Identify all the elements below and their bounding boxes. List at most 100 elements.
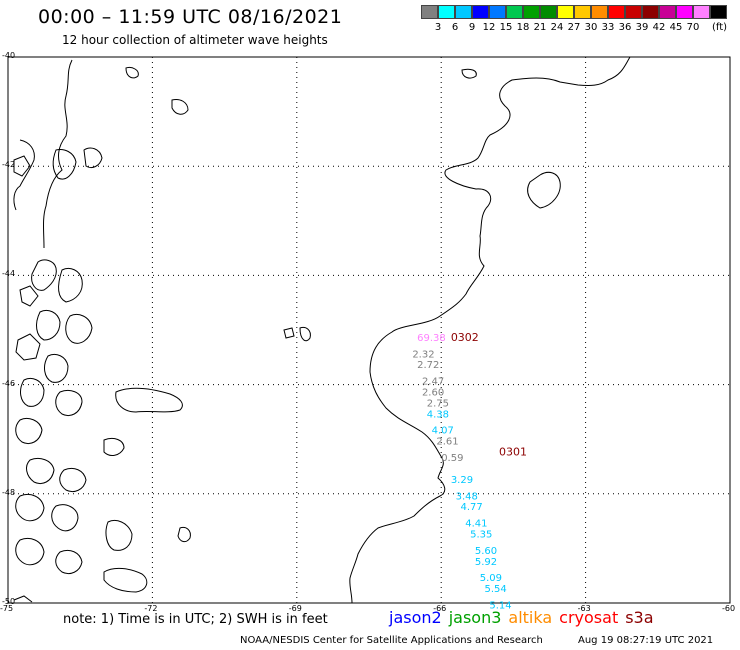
scale-label: 70 [686,22,700,33]
note-text: note: 1) Time is in UTC; 2) SWH is in fe… [63,612,328,627]
scale-swatch [659,5,676,19]
scale-unit: (ft) [712,22,728,33]
scale-label: 21 [533,22,547,33]
coastline-segment [349,56,631,604]
coastline-segment [527,171,561,209]
credit-text: NOAA/NESDIS Center for Satellite Applica… [240,635,543,646]
map-frame [7,56,731,604]
lon-tick-label: -75 [0,604,14,613]
lat-tick-label: -48 [2,487,16,497]
satellite-legend: jason2 jason3 altika cryosat s3a [389,608,661,627]
scale-label: 24 [550,22,564,33]
wave-height-label: 5.09 [480,573,502,584]
coastline-segment [13,155,31,177]
coastline-segment [15,494,45,522]
scale-swatch [557,5,574,19]
coastline-segment [125,67,139,79]
coastline-segment [36,309,61,341]
wave-height-label: 2.72 [417,360,439,371]
wave-height-label: 4.07 [432,426,454,437]
wave-height-label: 5.54 [485,584,507,595]
scale-swatch [438,5,455,19]
satellite-altika: altika [508,608,553,627]
wave-height-label: 2.61 [436,437,458,448]
satellite-s3a: s3a [625,608,654,627]
lon-tick-label: -60 [722,604,736,613]
scale-swatch [523,5,540,19]
pass-time-label: 0302 [451,331,479,344]
coastline-segment [51,504,79,532]
coastline-segment [58,267,83,303]
scale-swatch [693,5,710,19]
coastline-segment [299,327,311,342]
map-border [7,56,731,604]
coastline-segment [15,417,43,444]
coastline-segment [15,538,45,566]
coastline-segment [44,353,69,383]
wave-height-label: 4.38 [427,409,449,420]
scale-label: 36 [618,22,632,33]
lat-tick-label: -40 [2,51,16,60]
satellite-jason3: jason3 [448,608,502,627]
coastline-segment [171,99,189,115]
scale-label: 27 [567,22,581,33]
coastline-segment [103,437,125,456]
scale-label: 12 [482,22,496,33]
lon-tick-label: -69 [288,604,302,613]
scale-label: 42 [652,22,666,33]
wave-height-label: 3.29 [451,475,473,486]
coastline [13,56,631,604]
scale-swatch [642,5,659,19]
lon-tick-label: -66 [433,604,447,613]
scale-swatch [489,5,506,19]
lat-tick-label: -46 [2,378,16,388]
scale-swatch [506,5,523,19]
wave-height-label: 4.77 [460,502,482,513]
scale-swatch [421,5,438,19]
scale-swatch [455,5,472,19]
coastline-segment [65,314,93,344]
coastline-segment [31,259,57,291]
graticule [8,57,730,603]
lon-tick-label: -63 [577,604,591,613]
scale-swatch [574,5,591,19]
coastline-segment [177,527,191,543]
timestamp-text: Aug 19 08:27:19 UTC 2021 [578,635,714,646]
wave-height-label: 3.48 [456,491,478,502]
coastline-segment [461,68,477,79]
lat-tick-label: -42 [2,160,16,170]
scale-swatch [472,5,489,19]
wave-height-label: 69.38 [417,333,446,344]
coastline-segment [13,595,33,603]
scale-swatch [540,5,557,19]
coastline-segment [55,549,83,575]
map-subtitle: 12 hour collection of altimeter wave hei… [62,33,328,47]
scale-label: 6 [451,22,459,33]
pass-time-label: 0301 [499,446,527,459]
wave-height-label: 2.47 [422,377,444,388]
scale-label: 45 [669,22,683,33]
coastline-segment [59,467,87,493]
wave-height-label: 5.60 [475,546,497,557]
scale-swatch [591,5,608,19]
coastline-segment [52,149,77,180]
wave-height-label: 2.75 [427,398,449,409]
coastline-segment [115,387,183,413]
lon-tick-label: -72 [144,604,158,613]
scale-label: 18 [516,22,530,33]
coastline-segment [103,567,148,593]
wave-height-label: 5.35 [470,529,492,540]
coastline-segment [83,147,103,169]
coastline-segment [15,333,41,361]
wave-height-label: 2.60 [422,388,444,399]
coastline-segment [283,327,295,339]
scale-label: 15 [499,22,513,33]
observations: 69.38 2.322.72 2.472.602.754.38 4.072.61 0.5… [412,331,527,612]
scale-label: 3 [434,22,442,33]
scale-label: 39 [635,22,649,33]
map-title: 00:00 – 11:59 UTC 08/16/2021 [38,6,343,28]
wave-height-label: 4.41 [465,519,487,530]
coastline-segment [26,457,55,484]
scale-swatch [625,5,642,19]
